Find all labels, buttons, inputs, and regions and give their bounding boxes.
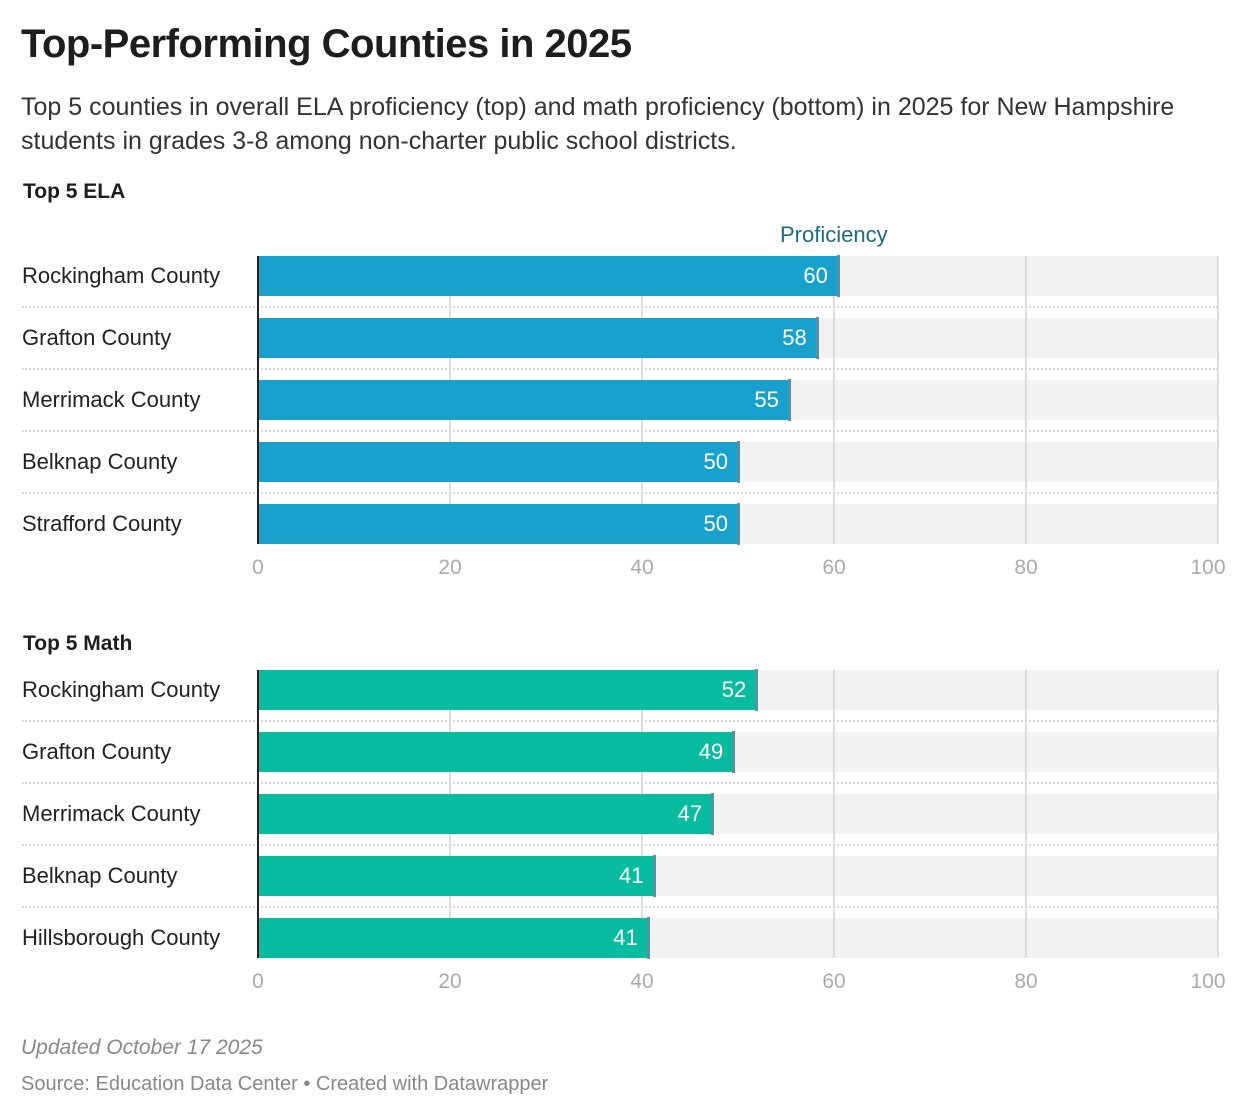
bar [258,918,648,958]
bar-end-marker [737,503,740,545]
tick-label: 20 [438,556,462,579]
tick-label: 40 [630,556,654,579]
row-separator [22,844,1218,846]
gridline [1025,670,1027,958]
row-separator [22,720,1218,722]
category-label: Grafton County [22,325,172,350]
bar-end-marker [711,793,715,835]
tick-label: 20 [438,970,462,993]
data-label: 52 [721,677,747,702]
bar [258,256,838,296]
axis-title: Proficiency [780,222,888,247]
tick-label: 60 [822,970,846,993]
bar-end-marker [836,255,840,297]
bar [258,856,654,896]
source-note: Source: Education Data Center • Created … [21,1073,549,1095]
bar [258,794,713,834]
bar [258,442,738,482]
bar [258,732,734,772]
bar-end-marker [787,379,791,421]
tick-label: 60 [822,556,846,579]
category-label: Hillsborough County [22,925,221,950]
baseline [257,670,259,958]
category-label: Rockingham County [22,677,221,702]
bar [258,504,738,544]
tick-label: 0 [252,970,264,993]
bar-end-marker [755,669,759,711]
bar [258,670,757,710]
chart-title: Top-Performing Counties in 2025 [21,22,632,66]
data-label: 41 [619,863,644,888]
row-separator [22,306,1218,308]
row-separator [22,430,1218,432]
tick-label: 0 [252,556,264,579]
gridline [1025,256,1027,544]
data-label: 50 [703,511,728,536]
gridline [1217,256,1219,544]
tick-label: 40 [630,970,654,993]
tick-label: 100 [1190,556,1226,579]
tick-label: 80 [1014,970,1038,993]
tick-label: 80 [1014,556,1038,579]
row-separator [22,906,1218,908]
baseline [257,256,259,544]
chart-subtitle: Top 5 counties in overall ELA proficienc… [21,93,1175,155]
tick-label: 100 [1190,970,1226,993]
category-label: Rockingham County [22,263,221,288]
bar-end-marker [737,441,740,483]
bar [258,380,789,420]
category-label: Merrimack County [22,387,201,412]
data-label: 60 [803,263,828,288]
updated-note: Updated October 17 2025 [21,1036,263,1059]
bar-end-marker [646,917,650,959]
section-title-ela: Top 5 ELA [23,180,126,203]
category-label: Strafford County [22,511,182,536]
data-label: 47 [677,801,703,826]
section-title-math: Top 5 Math [23,632,133,655]
bar-end-marker [732,731,736,773]
data-label: 50 [703,449,728,474]
category-label: Belknap County [22,863,178,888]
gridline [833,256,835,544]
category-label: Grafton County [22,739,172,764]
row-separator [22,492,1218,494]
data-label: 58 [782,325,807,350]
row-separator [22,782,1218,784]
gridline [1217,670,1219,958]
row-separator [22,368,1218,370]
category-label: Merrimack County [22,801,201,826]
data-label: 41 [613,925,638,950]
data-label: 49 [698,739,724,764]
bar [258,318,817,358]
bar-end-marker [652,855,656,897]
category-label: Belknap County [22,449,178,474]
gridline [833,670,835,958]
bar-end-marker [815,317,819,359]
data-label: 55 [754,387,779,412]
